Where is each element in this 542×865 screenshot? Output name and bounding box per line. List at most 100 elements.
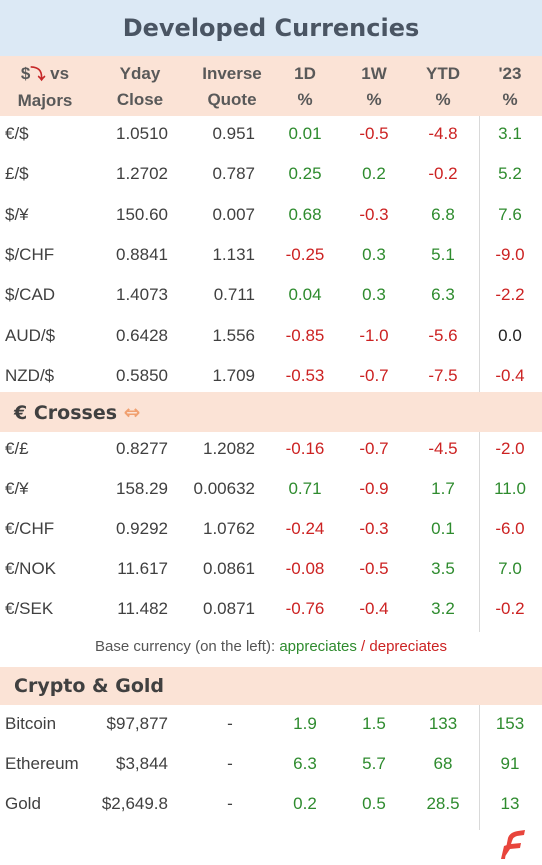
cell-ytd: 133: [428, 714, 458, 733]
header-ytd: YTD %: [413, 61, 473, 113]
header-inverse-line1: Inverse: [202, 64, 262, 83]
cell-w1: -0.3: [359, 519, 389, 538]
cell-pair: AUD/$: [5, 325, 56, 345]
cell-inverse: 1.556: [212, 325, 255, 345]
legend-appreciates: appreciates: [279, 638, 357, 655]
divider-crosses: [479, 432, 480, 632]
cell-y23: -9.0: [495, 244, 525, 264]
cell-pair: €/CHF: [5, 519, 55, 538]
cell-close: 0.9292: [116, 519, 168, 538]
cell-ytd: 3.2: [431, 599, 455, 618]
cell-y23: 0.0: [498, 325, 522, 345]
cell-w1: 0.3: [362, 285, 386, 305]
header-1d-line2: %: [297, 90, 313, 109]
cell-pair: €/$: [5, 124, 29, 143]
cell-d1: -0.16: [285, 439, 325, 458]
cell-inverse: 1.709: [212, 365, 255, 385]
cell-y23: -6.0: [495, 519, 525, 538]
cell-d1: 0.04: [288, 285, 322, 305]
crypto-section-title: Crypto & Gold: [14, 675, 164, 697]
header-inverse: Inverse Quote: [192, 61, 272, 113]
header-ytd-line2: %: [435, 90, 451, 109]
cell-w1: 1.5: [362, 714, 386, 733]
header-1w-line2: %: [366, 90, 382, 109]
header-ytd-line1: YTD: [426, 64, 460, 83]
cell-pair: £/$: [5, 164, 29, 184]
cell-close: $3,844: [116, 754, 168, 773]
cell-w1: -1.0: [359, 325, 389, 345]
crosses-title-text: € Crosses: [14, 402, 118, 424]
cell-y23: 7.0: [498, 559, 522, 578]
cell-pair: €/¥: [5, 479, 29, 498]
cell-d1: -0.53: [285, 365, 325, 385]
cell-pair: €/£: [5, 439, 29, 458]
cell-ytd: 0.1: [431, 519, 455, 538]
cell-close: 158.29: [116, 479, 168, 498]
cell-close: $97,877: [106, 714, 168, 733]
cell-ytd: 6.3: [431, 285, 455, 305]
cell-d1: 0.01: [288, 124, 322, 143]
cell-close: 1.4073: [116, 285, 168, 305]
header-close: Yday Close: [100, 61, 180, 113]
cell-inverse: 1.0762: [203, 519, 255, 538]
cell-pair: $/CAD: [5, 285, 56, 305]
cell-close: 0.6428: [116, 325, 168, 345]
cell-close: 1.0510: [116, 124, 168, 143]
cell-close: $2,649.8: [101, 794, 168, 813]
header-1d: 1D %: [275, 61, 335, 113]
cell-inverse: 0.711: [213, 285, 255, 305]
cell-y23: -2.2: [495, 285, 525, 305]
cell-ytd: -0.2: [428, 164, 458, 184]
cell-ytd: -4.8: [428, 124, 458, 143]
cell-d1: 0.71: [288, 479, 322, 498]
cell-w1: -0.7: [359, 365, 389, 385]
page-title: Developed Currencies: [122, 14, 420, 42]
cell-d1: 0.2: [293, 794, 317, 813]
cell-y23: 7.6: [498, 204, 522, 224]
cell-d1: -0.08: [285, 559, 325, 578]
cell-inverse: -: [227, 794, 233, 813]
cell-ytd: -5.6: [428, 325, 458, 345]
divider-crypto: [479, 705, 480, 830]
cell-close: 1.2702: [116, 164, 168, 184]
cell-y23: 91: [500, 754, 520, 773]
cell-pair: Ethereum: [5, 754, 79, 773]
cell-y23: 3.1: [498, 124, 522, 143]
cell-d1: -0.76: [285, 599, 325, 618]
title-bar: Developed Currencies: [0, 0, 542, 56]
cell-y23: 13: [500, 794, 520, 813]
cell-pair: $/¥: [5, 204, 29, 224]
cell-close: 150.60: [116, 204, 168, 224]
cell-inverse: 0.0861: [203, 559, 255, 578]
cell-y23: -0.4: [495, 365, 525, 385]
cell-pair: €/SEK: [5, 599, 54, 618]
cell-w1: 5.7: [362, 754, 386, 773]
cell-inverse: -: [227, 714, 233, 733]
legend-prefix: Base currency (on the left):: [95, 638, 276, 655]
header-pair-vs: vs: [50, 64, 70, 83]
cell-d1: -0.24: [285, 519, 325, 538]
header-pair: $⤵ vs Majors: [0, 61, 90, 114]
swap-arrows-icon: ⇔: [123, 400, 141, 424]
cell-inverse: 0.787: [212, 164, 255, 184]
cell-close: 0.8841: [116, 244, 168, 264]
cell-y23: 153: [495, 714, 525, 733]
divider-majors: [479, 116, 480, 392]
cell-inverse: -: [227, 754, 233, 773]
cell-close: 11.482: [117, 599, 168, 618]
legend-separator: /: [361, 638, 366, 655]
header-1w: 1W %: [344, 61, 404, 113]
header-pair-line2: Majors: [17, 91, 73, 110]
cell-w1: -0.5: [359, 559, 389, 578]
cell-w1: 0.3: [362, 244, 386, 264]
cell-w1: 0.5: [362, 794, 386, 813]
cell-inverse: 1.131: [212, 244, 255, 264]
cell-w1: -0.7: [359, 439, 389, 458]
cell-ytd: 28.5: [426, 794, 460, 813]
header-close-line1: Yday: [119, 64, 161, 83]
cell-ytd: 3.5: [431, 559, 455, 578]
header-close-line2: Close: [116, 90, 164, 109]
header-pair-symbol: $: [20, 64, 31, 83]
cell-d1: -0.25: [285, 244, 325, 264]
cell-w1: -0.5: [359, 124, 389, 143]
